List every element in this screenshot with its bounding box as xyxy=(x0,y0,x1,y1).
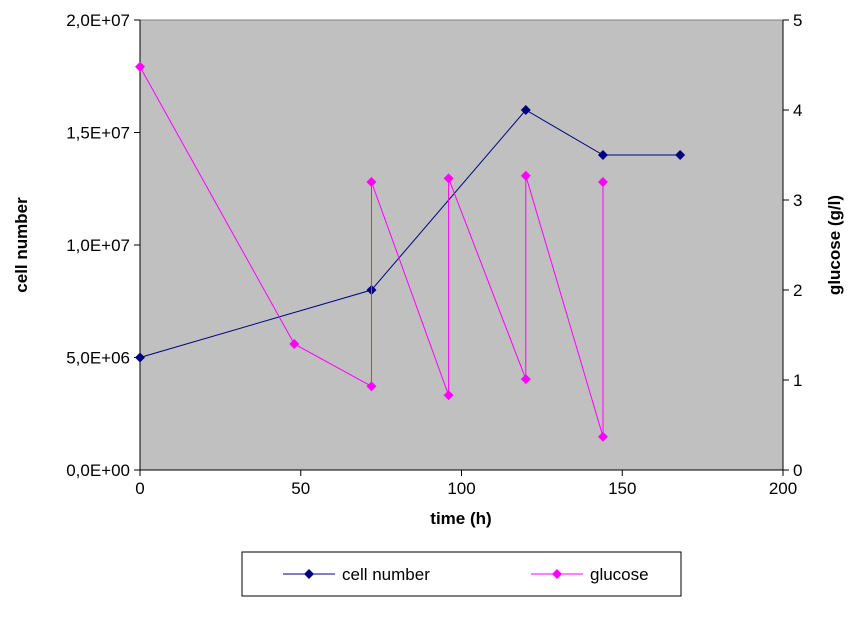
plot-area xyxy=(139,19,784,471)
legend-item-glucose: glucose xyxy=(531,565,649,584)
x-tick-label: 200 xyxy=(769,479,797,498)
y2-tick-label: 4 xyxy=(793,101,802,120)
y-axis-title: cell number xyxy=(12,197,31,293)
data-point-glucose xyxy=(366,381,377,392)
series-line-glucose xyxy=(139,66,604,437)
y2-tick-label: 2 xyxy=(793,281,802,300)
data-point-cell-number xyxy=(597,150,608,160)
y2-tick-label: 0 xyxy=(793,461,802,480)
y-tick-label: 5,0E+06 xyxy=(66,349,130,368)
y-tick-label: 1,5E+07 xyxy=(66,124,130,143)
axes: 0,0E+00 5,0E+06 1,0E+07 1,5E+07 2,0E+07 0 1 2 3 4… xyxy=(66,11,802,498)
y2-tick-label: 5 xyxy=(793,11,802,30)
data-point-glucose xyxy=(135,61,145,72)
data-point-cell-number xyxy=(675,150,686,160)
legend-label-cell-number: cell number xyxy=(342,565,430,584)
series-layer xyxy=(135,61,686,442)
legend-marker-cell-number xyxy=(304,569,314,579)
x-tick-label: 150 xyxy=(608,479,636,498)
data-point-glucose xyxy=(597,177,608,187)
data-point-glucose xyxy=(443,390,454,401)
data-point-cell-number xyxy=(520,105,531,115)
data-point-cell-number xyxy=(135,352,145,363)
x-axis-title: time (h) xyxy=(430,509,491,528)
x-tick-label: 50 xyxy=(291,479,310,498)
y-tick-label: 0,0E+00 xyxy=(66,461,130,480)
y2-tick-label: 3 xyxy=(793,191,802,210)
data-point-glucose xyxy=(366,177,377,187)
legend-label-glucose: glucose xyxy=(590,565,649,584)
legend-marker-glucose xyxy=(552,569,562,579)
y-tick-label: 2,0E+07 xyxy=(66,11,130,30)
data-point-glucose xyxy=(289,339,300,349)
y-tick-label: 1,0E+07 xyxy=(66,236,130,255)
legend: cell number glucose xyxy=(241,551,682,597)
legend-item-cell-number: cell number xyxy=(283,565,430,584)
y2-axis-title: glucose (g/l) xyxy=(825,195,844,295)
x-tick-label: 0 xyxy=(135,479,144,498)
data-point-glucose xyxy=(520,170,531,181)
x-tick-label: 100 xyxy=(447,479,475,498)
data-point-glucose xyxy=(443,173,454,184)
y2-tick-label: 1 xyxy=(793,371,802,390)
data-point-glucose xyxy=(520,374,531,385)
data-point-glucose xyxy=(597,431,608,442)
